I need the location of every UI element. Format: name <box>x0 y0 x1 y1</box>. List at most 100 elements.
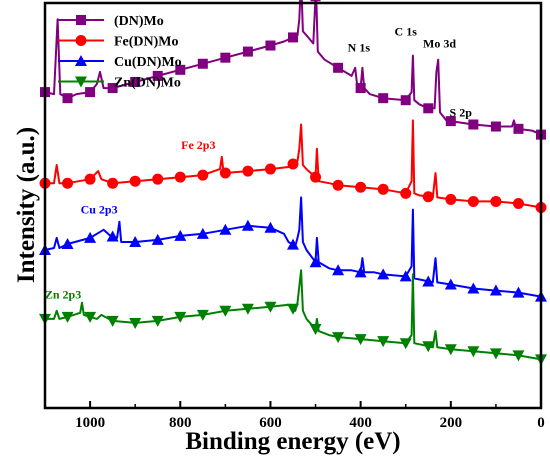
marker-fe-dn-mo <box>445 193 457 205</box>
marker-dn-mo <box>152 70 163 81</box>
legend-label-fe-dn-mo: Fe(DN)Mo <box>114 35 179 50</box>
marker-cu-dn-mo <box>467 282 480 294</box>
x-tick-label: 600 <box>259 415 282 431</box>
marker-fe-dn-mo <box>400 187 412 199</box>
peak-label: Cu 2p3 <box>81 203 118 217</box>
peak-label: Mo 3d <box>423 37 456 51</box>
marker-fe-dn-mo <box>107 177 119 189</box>
marker-dn-mo <box>197 58 208 69</box>
legend: (DN)Mo Fe(DN)Mo Cu(DN)Mo Zn(DN)Mo <box>58 14 182 91</box>
x-tick-label: 200 <box>440 415 463 431</box>
marker-zn-dn-mo <box>151 315 164 327</box>
marker-dn-mo <box>107 83 118 94</box>
marker-fe-dn-mo <box>287 158 299 170</box>
marker-zn-dn-mo <box>196 309 209 321</box>
marker-fe-dn-mo <box>490 195 502 207</box>
marker-cu-dn-mo <box>309 256 322 268</box>
marker-zn-dn-mo <box>309 324 322 336</box>
marker-cu-dn-mo <box>196 227 209 239</box>
marker-fe-dn-mo <box>310 171 322 183</box>
marker-zn-dn-mo <box>422 341 435 353</box>
marker-dn-mo <box>355 83 366 94</box>
marker-dn-mo <box>242 46 253 57</box>
plot-frame <box>43 1 543 410</box>
legend-marker-dn-mo <box>76 15 86 25</box>
marker-zn-dn-mo <box>287 303 299 315</box>
series-line-zn-dn-mo <box>45 269 542 361</box>
marker-cu-dn-mo <box>151 233 164 245</box>
marker-fe-dn-mo <box>152 173 164 185</box>
marker-fe-dn-mo <box>264 163 276 175</box>
plot-markers-layer <box>39 0 547 366</box>
marker-zn-dn-mo <box>129 317 142 329</box>
x-tick-label: 800 <box>169 415 192 431</box>
marker-cu-dn-mo <box>219 223 232 235</box>
marker-zn-dn-mo <box>174 311 187 323</box>
marker-dn-mo <box>333 62 344 73</box>
marker-fe-dn-mo <box>377 183 389 195</box>
marker-zn-dn-mo <box>241 303 254 315</box>
marker-zn-dn-mo <box>444 344 457 356</box>
peak-label: Fe 2p3 <box>181 138 215 152</box>
marker-dn-mo <box>513 123 524 134</box>
marker-fe-dn-mo <box>84 173 96 185</box>
marker-fe-dn-mo <box>332 179 344 191</box>
x-tick-label: 0 <box>537 415 545 431</box>
marker-dn-mo <box>400 95 411 106</box>
x-axis: 1000 800 600 400 200 0 <box>44 401 545 431</box>
marker-dn-mo <box>85 87 96 98</box>
marker-dn-mo <box>62 93 73 104</box>
marker-fe-dn-mo <box>219 167 231 179</box>
marker-fe-dn-mo <box>174 171 186 183</box>
marker-cu-dn-mo <box>264 221 277 233</box>
series-markers-cu-dn-mo <box>39 219 547 302</box>
peak-label: S 2p <box>450 105 473 119</box>
peak-label: C 1s <box>395 24 418 38</box>
marker-fe-dn-mo <box>355 181 367 193</box>
legend-marker-zn-dn-mo <box>75 76 87 88</box>
x-axis-title: Binding energy (eV) <box>185 428 400 455</box>
marker-fe-dn-mo <box>62 177 74 189</box>
marker-zn-dn-mo <box>219 305 232 317</box>
marker-fe-dn-mo <box>242 165 254 177</box>
marker-zn-dn-mo <box>377 336 390 348</box>
marker-dn-mo <box>310 0 321 2</box>
marker-dn-mo <box>490 121 501 132</box>
marker-cu-dn-mo <box>422 275 435 287</box>
legend-label-dn-mo: (DN)Mo <box>114 14 164 29</box>
marker-cu-dn-mo <box>512 286 525 298</box>
marker-zn-dn-mo <box>467 346 480 358</box>
marker-cu-dn-mo <box>129 235 142 247</box>
marker-cu-dn-mo <box>354 266 367 278</box>
marker-cu-dn-mo <box>84 231 97 243</box>
marker-zn-dn-mo <box>489 348 502 360</box>
marker-fe-dn-mo <box>422 191 434 203</box>
marker-zn-dn-mo <box>332 332 345 344</box>
marker-cu-dn-mo <box>61 237 74 249</box>
marker-cu-dn-mo <box>377 268 390 280</box>
peak-label: N 1s <box>348 41 371 55</box>
y-axis-title: Intensity (a.u.) <box>13 127 40 283</box>
marker-fe-dn-mo <box>512 197 524 209</box>
marker-cu-dn-mo <box>174 229 187 241</box>
marker-zn-dn-mo <box>264 301 277 313</box>
marker-cu-dn-mo <box>489 284 502 296</box>
marker-dn-mo <box>220 52 231 63</box>
marker-cu-dn-mo <box>106 230 119 242</box>
marker-cu-dn-mo <box>332 264 345 276</box>
marker-dn-mo <box>288 32 298 43</box>
marker-fe-dn-mo <box>467 195 479 207</box>
series-markers-zn-dn-mo <box>39 301 547 366</box>
marker-cu-dn-mo <box>399 270 412 282</box>
marker-zn-dn-mo <box>106 315 119 327</box>
marker-cu-dn-mo <box>241 219 254 231</box>
marker-cu-dn-mo <box>287 238 299 250</box>
marker-zn-dn-mo <box>512 350 525 362</box>
marker-dn-mo <box>468 119 479 130</box>
series-markers-fe-dn-mo <box>39 158 547 214</box>
marker-zn-dn-mo <box>399 338 412 350</box>
marker-dn-mo <box>423 103 434 114</box>
x-tick-label: 400 <box>349 415 372 431</box>
